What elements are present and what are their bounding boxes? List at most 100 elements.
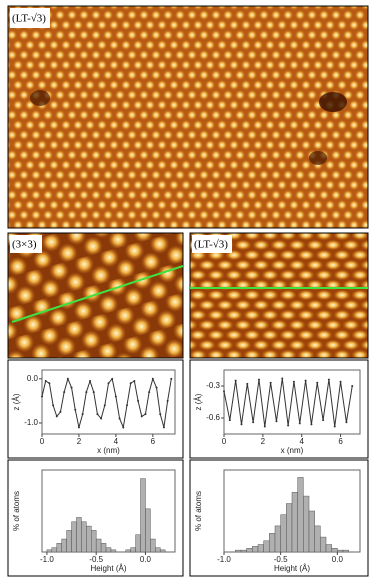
x-tick-label: 0.0	[332, 555, 344, 564]
bar	[135, 534, 141, 553]
point	[44, 380, 47, 383]
x-axis-label: Height (Å)	[90, 564, 126, 573]
point	[48, 382, 51, 385]
x-tick-label: -1.0	[40, 555, 54, 564]
bar	[331, 548, 338, 553]
y-axis-label: % of atoms	[12, 491, 21, 531]
bar	[150, 538, 156, 553]
bar	[337, 549, 344, 553]
bar	[159, 549, 166, 553]
bar	[314, 525, 321, 553]
point	[246, 382, 249, 385]
x-tick-label: -0.5	[89, 555, 103, 564]
label-box	[10, 8, 50, 28]
point	[122, 426, 125, 429]
bar	[110, 549, 117, 553]
bar	[235, 549, 242, 553]
x-tick-label: 0	[222, 437, 227, 446]
bar	[71, 521, 77, 553]
point	[170, 377, 173, 380]
x-axis-label: x (nm)	[97, 446, 120, 455]
bar	[240, 549, 247, 553]
x-tick-label: 6	[338, 437, 343, 446]
y-axis-label: % of atoms	[194, 491, 203, 531]
point	[133, 380, 136, 383]
point	[107, 382, 110, 385]
point	[85, 391, 88, 394]
bar	[342, 549, 349, 553]
bar	[280, 514, 287, 553]
point	[275, 420, 278, 423]
point	[81, 413, 84, 416]
bar	[286, 503, 293, 553]
point	[223, 390, 225, 393]
x-tick-label: 4	[114, 437, 119, 446]
point	[77, 426, 80, 429]
y-tick-label: -0.6	[206, 413, 220, 422]
point	[125, 404, 128, 407]
point	[263, 425, 266, 428]
panel-label: (LT-√3)	[12, 13, 46, 25]
point	[155, 386, 158, 389]
bar	[325, 544, 332, 553]
point	[316, 381, 319, 384]
panel-frame	[7, 359, 184, 459]
label-box	[192, 235, 232, 253]
point	[345, 421, 348, 424]
bar	[252, 546, 259, 553]
bar	[100, 543, 107, 553]
bar	[246, 548, 253, 553]
bar	[257, 544, 264, 553]
point	[298, 422, 301, 425]
point	[159, 413, 162, 416]
y-axis-label: z (Å)	[12, 393, 21, 410]
point	[281, 377, 284, 380]
point	[351, 385, 354, 387]
bar	[86, 525, 92, 553]
bar	[297, 477, 304, 553]
point	[151, 377, 154, 380]
panel-frame	[189, 359, 369, 459]
point	[100, 417, 103, 420]
x-tick-label: 0.0	[140, 555, 152, 564]
point	[333, 425, 336, 428]
panel-frame	[189, 459, 369, 577]
point	[148, 391, 151, 394]
plot-frame	[223, 369, 361, 435]
point	[114, 395, 117, 398]
bar	[130, 547, 136, 553]
point	[74, 408, 77, 411]
point	[322, 419, 325, 422]
point	[339, 380, 342, 383]
stm-image	[189, 232, 369, 359]
point	[327, 378, 330, 381]
bar	[95, 538, 102, 553]
label-box	[10, 235, 42, 253]
stm-image	[7, 5, 369, 229]
bar	[145, 508, 151, 553]
panel-label: (LT-√3)	[194, 239, 228, 251]
x-tick-label: 4	[299, 437, 304, 446]
x-tick-label: -0.5	[274, 555, 288, 564]
defect	[309, 151, 327, 165]
plot-frame	[41, 369, 176, 435]
point	[304, 379, 307, 382]
point	[66, 377, 69, 380]
y-tick-label: 0.0	[27, 374, 39, 383]
point	[118, 417, 121, 420]
bar	[81, 521, 87, 553]
x-tick-label: 2	[261, 437, 266, 446]
bar	[274, 525, 281, 553]
point	[103, 404, 106, 407]
x-tick-label: 2	[77, 437, 82, 446]
bar	[125, 549, 131, 553]
bar	[91, 530, 97, 553]
panel-label: (3×3)	[12, 239, 37, 251]
x-tick-label: 0	[40, 437, 45, 446]
bar	[56, 543, 62, 553]
point	[162, 426, 165, 429]
bar	[269, 533, 276, 553]
profile	[41, 377, 172, 430]
y-tick-label: -0.3	[206, 381, 220, 390]
